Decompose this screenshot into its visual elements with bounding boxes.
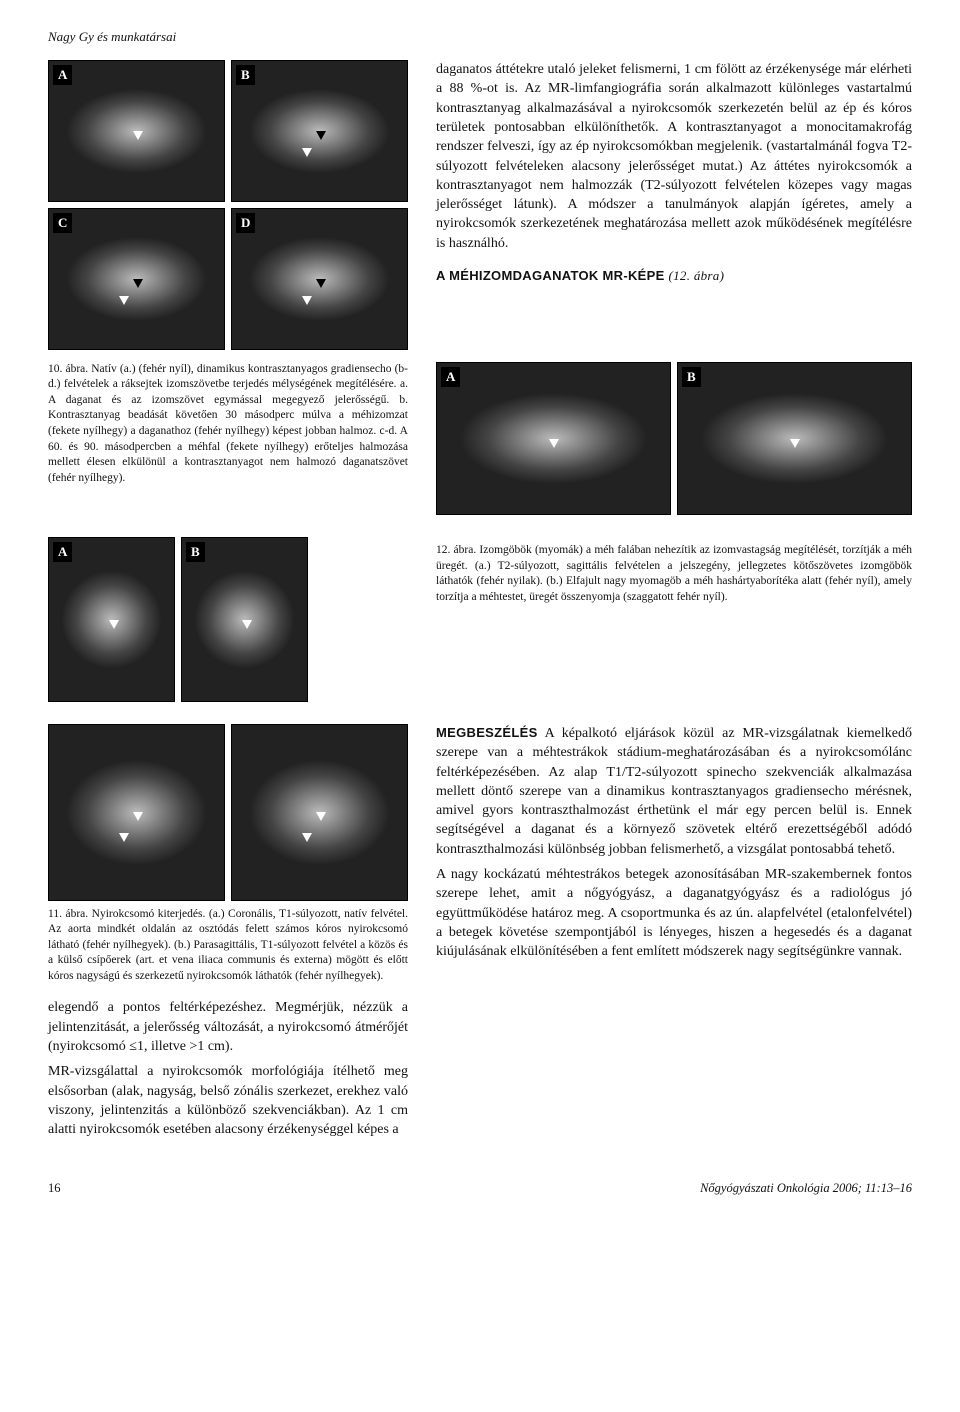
section-title: A MÉHIZOMDAGANATOK MR-KÉPE	[436, 268, 665, 283]
section-heading: A MÉHIZOMDAGANATOK MR-KÉPE (12. ábra)	[436, 267, 912, 285]
fig11-caption: 11. ábra. Nyirokcsomó kiterjedés. (a.) C…	[48, 907, 408, 985]
panel-label: A	[53, 542, 72, 562]
fig11-panel-a	[48, 724, 225, 901]
fig10-caption: 10. ábra. Natív (a.) (fehér nyíl), dinam…	[48, 362, 408, 515]
bottom-left-column: 11. ábra. Nyirokcsomó kiterjedés. (a.) C…	[48, 724, 408, 1146]
paragraph: elegendő a pontos feltérképezéshez. Megm…	[48, 998, 408, 1056]
panel-label: A	[441, 367, 460, 387]
panel-label: D	[236, 213, 255, 233]
paragraph: MEGBESZÉLÉS A képalkotó eljárások közül …	[436, 724, 912, 859]
fig12-caption: 12. ábra. Izomgöbök (myomák) a méh faláb…	[436, 543, 912, 702]
panel-label: A	[53, 65, 72, 85]
journal-ref: Nőgyógyászati Onkológia 2006; 11:13–16	[700, 1180, 912, 1197]
right-column-text: daganatos áttétekre utaló jeleket felism…	[436, 60, 912, 350]
top-block: A B C D daganatos áttétekre utaló jeleke…	[48, 60, 912, 350]
page-number: 16	[48, 1180, 61, 1197]
fig10-panel-c: C	[48, 208, 225, 350]
paragraph: A nagy kockázatú méhtestrákos betegek az…	[436, 865, 912, 962]
fig-tall-panel-a: A	[48, 537, 175, 702]
section-ref: (12. ábra)	[668, 268, 724, 283]
figure-ab-tall: A B	[48, 537, 408, 702]
fig10-panel-b: B	[231, 60, 408, 202]
bottom-right-column: MEGBESZÉLÉS A képalkotó eljárások közül …	[436, 724, 912, 1146]
fig-ab-panel-a: A	[436, 362, 671, 515]
panel-label: B	[682, 367, 701, 387]
fig10-panel-a: A	[48, 60, 225, 202]
fig10-panel-d: D	[231, 208, 408, 350]
figure-ab-mid: A B	[436, 362, 912, 515]
mid-block: 10. ábra. Natív (a.) (fehér nyíl), dinam…	[48, 362, 912, 515]
panel-label: B	[236, 65, 255, 85]
fig-ab-panel-b: B	[677, 362, 912, 515]
fig-tall-panel-b: B	[181, 537, 308, 702]
bottom-block: 11. ábra. Nyirokcsomó kiterjedés. (a.) C…	[48, 724, 912, 1146]
lower-block: A B 12. ábra. Izomgöbök (myomák) a méh f…	[48, 537, 912, 702]
paragraph: daganatos áttétekre utaló jeleket felism…	[436, 60, 912, 253]
runin-heading: MEGBESZÉLÉS	[436, 725, 538, 740]
panel-label: B	[186, 542, 205, 562]
panel-label: C	[53, 213, 72, 233]
page-footer: 16 Nőgyógyászati Onkológia 2006; 11:13–1…	[48, 1180, 912, 1197]
figure-11	[48, 724, 408, 901]
fig11-panel-b	[231, 724, 408, 901]
figure-10: A B C D	[48, 60, 408, 350]
running-head: Nagy Gy és munkatársai	[48, 28, 912, 46]
paragraph: MR-vizsgálattal a nyirokcsomók morfológi…	[48, 1062, 408, 1139]
paragraph-text: A képalkotó eljárások közül az MR-vizsgá…	[436, 726, 912, 857]
